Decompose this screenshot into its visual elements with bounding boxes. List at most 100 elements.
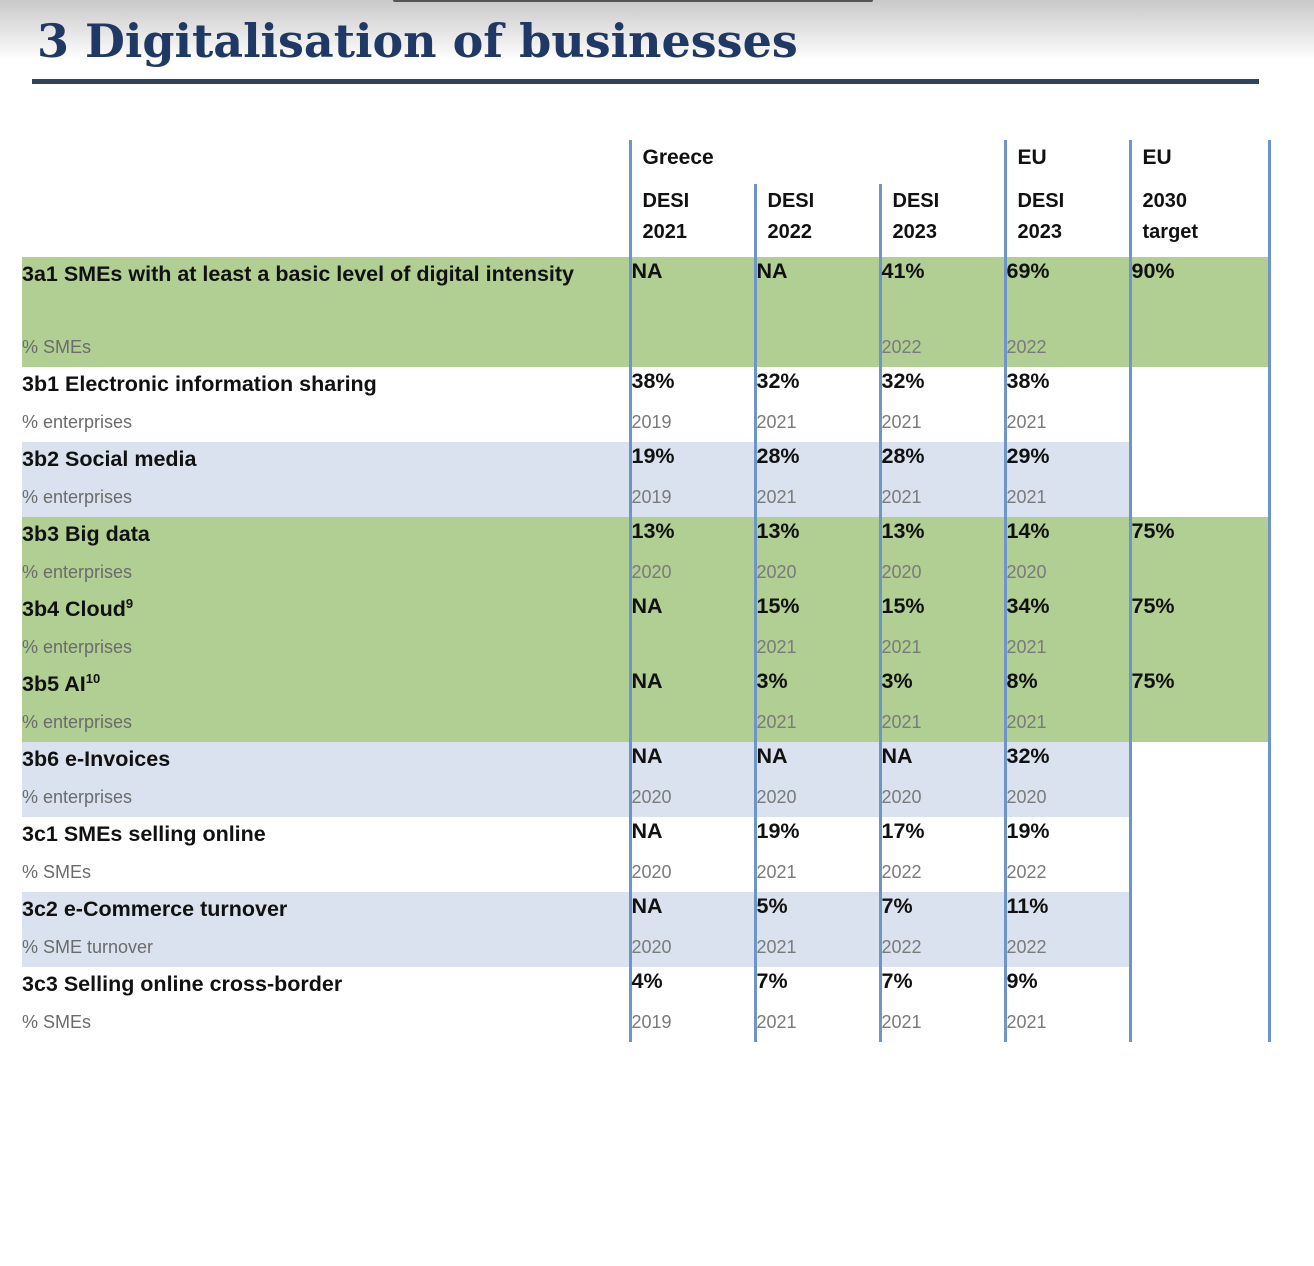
table-row-unit: % enterprises 2020 2020 2020 2020 (22, 552, 1271, 592)
value-cell: 7% (878, 967, 1005, 1002)
header-group-eu-target: EU (1128, 140, 1271, 184)
value-cell (1128, 742, 1271, 777)
value-cell: 19% (753, 817, 880, 852)
indicator-name: 3c3 Selling online cross-border (22, 967, 630, 1002)
value-cell: 19% (628, 442, 755, 477)
value-cell: NA (878, 742, 1005, 777)
year-cell (1128, 852, 1271, 892)
footnote-marker: 10 (85, 670, 101, 686)
value-cell: 75% (1128, 667, 1271, 702)
year-cell (1128, 777, 1271, 817)
value-cell: NA (628, 817, 755, 852)
year-cell: 2021 (753, 402, 880, 442)
year-cell (1128, 552, 1271, 592)
year-cell: 2021 (753, 702, 880, 742)
year-cell: 2022 (878, 927, 1005, 967)
header-blank (755, 140, 880, 184)
column-header: DESI 2023 (1003, 184, 1130, 257)
table-row-unit: % enterprises 2020 2020 2020 2020 (22, 777, 1271, 817)
table-row: 3b6 e-Invoices NA NA NA 32% (22, 742, 1271, 777)
desi-indicators-table: Greece EU EU DESI 2021 DESI 2022 DESI 2023 … (22, 140, 1271, 1042)
year-cell: 2022 (1003, 927, 1130, 967)
indicator-name-text: 3b3 Big data (22, 522, 150, 546)
indicator-name: 3c1 SMEs selling online (22, 817, 630, 852)
table-row-unit: % SMEs 2020 2021 2022 2022 (22, 852, 1271, 892)
indicator-name-text: 3c3 Selling online cross-border (22, 972, 343, 996)
table-body: Greece EU EU DESI 2021 DESI 2022 DESI 2023 … (22, 140, 1271, 1042)
indicator-unit: % enterprises (22, 486, 133, 507)
value-cell (1128, 442, 1271, 477)
value-cell: 11% (1003, 892, 1130, 927)
column-header: DESI 2022 (753, 184, 880, 257)
year-cell: 2021 (753, 627, 880, 667)
indicator-name: 3b2 Social media (22, 442, 630, 477)
year-cell: 2021 (753, 852, 880, 892)
value-cell: 32% (878, 367, 1005, 402)
table-row: 3b4 Cloud9 NA 15% 15% 34% 75% (22, 592, 1271, 627)
value-cell (1128, 817, 1271, 852)
year-cell: 2021 (878, 477, 1005, 517)
value-cell: 13% (628, 517, 755, 552)
indicator-name-text: 3a1 SMEs with at least a basic level of … (22, 262, 575, 286)
indicator-name-text: 3b2 Social media (22, 447, 197, 471)
year-cell: 2019 (628, 1002, 755, 1042)
value-cell: 9% (1003, 967, 1130, 1002)
value-cell: NA (753, 742, 880, 777)
value-cell: 13% (753, 517, 880, 552)
year-cell: 2021 (753, 927, 880, 967)
value-cell: 4% (628, 967, 755, 1002)
table-row: 3b2 Social media 19% 28% 28% 29% (22, 442, 1271, 477)
value-cell: 69% (1003, 257, 1130, 327)
year-cell: 2020 (628, 777, 755, 817)
indicator-name: 3b5 AI10 (22, 667, 630, 702)
year-cell: 2022 (1003, 852, 1130, 892)
column-header: 2030 target (1128, 184, 1271, 257)
year-cell: 2020 (753, 552, 880, 592)
column-header: DESI 2023 (878, 184, 1005, 257)
value-cell: NA (628, 592, 755, 627)
indicator-unit: % enterprises (22, 636, 133, 657)
column-header: DESI 2021 (628, 184, 755, 257)
value-cell: NA (628, 892, 755, 927)
value-cell: 75% (1128, 517, 1271, 552)
indicator-unit: % enterprises (22, 711, 133, 732)
value-cell (1128, 967, 1271, 1002)
value-cell: 17% (878, 817, 1005, 852)
table-row: 3c2 e-Commerce turnover NA 5% 7% 11% (22, 892, 1271, 927)
table-row-unit: % enterprises 2019 2021 2021 2021 (22, 477, 1271, 517)
header-group-row: Greece EU EU (22, 140, 1271, 184)
year-cell (1128, 1002, 1271, 1042)
value-cell: NA (628, 257, 755, 327)
year-cell: 2022 (1003, 327, 1130, 367)
year-cell: 2019 (628, 477, 755, 517)
indicator-name: 3b6 e-Invoices (22, 742, 630, 777)
value-cell: 41% (878, 257, 1005, 327)
indicator-unit: % SMEs (22, 336, 92, 357)
table-row: 3c1 SMEs selling online NA 19% 17% 19% (22, 817, 1271, 852)
table-row-unit: % SME turnover 2020 2021 2022 2022 (22, 927, 1271, 967)
table-row-unit: % SMEs 2019 2021 2021 2021 (22, 1002, 1271, 1042)
indicator-name-text: 3b4 Cloud (22, 597, 126, 621)
header-blank (880, 140, 1005, 184)
table-row-unit: % enterprises 2019 2021 2021 2021 (22, 402, 1271, 442)
indicator-name: 3b4 Cloud9 (22, 592, 630, 627)
value-cell: 38% (1003, 367, 1130, 402)
year-cell: 2021 (878, 402, 1005, 442)
year-cell: 2020 (878, 552, 1005, 592)
value-cell (1128, 367, 1271, 402)
value-cell: 28% (878, 442, 1005, 477)
value-cell: 15% (753, 592, 880, 627)
indicator-name: 3a1 SMEs with at least a basic level of … (22, 257, 630, 327)
page-title: 3 Digitalisation of businesses (37, 14, 798, 68)
year-cell: 2021 (1003, 627, 1130, 667)
year-cell (628, 627, 755, 667)
table-row-unit: % enterprises 2021 2021 2021 (22, 702, 1271, 742)
table-row: 3c3 Selling online cross-border 4% 7% 7% 9% (22, 967, 1271, 1002)
value-cell: 32% (753, 367, 880, 402)
value-cell: 7% (878, 892, 1005, 927)
value-cell: 38% (628, 367, 755, 402)
table-row: 3b5 AI10 NA 3% 3% 8% 75% (22, 667, 1271, 702)
year-cell: 2021 (878, 702, 1005, 742)
indicator-unit: % SMEs (22, 1011, 92, 1032)
value-cell: 5% (753, 892, 880, 927)
